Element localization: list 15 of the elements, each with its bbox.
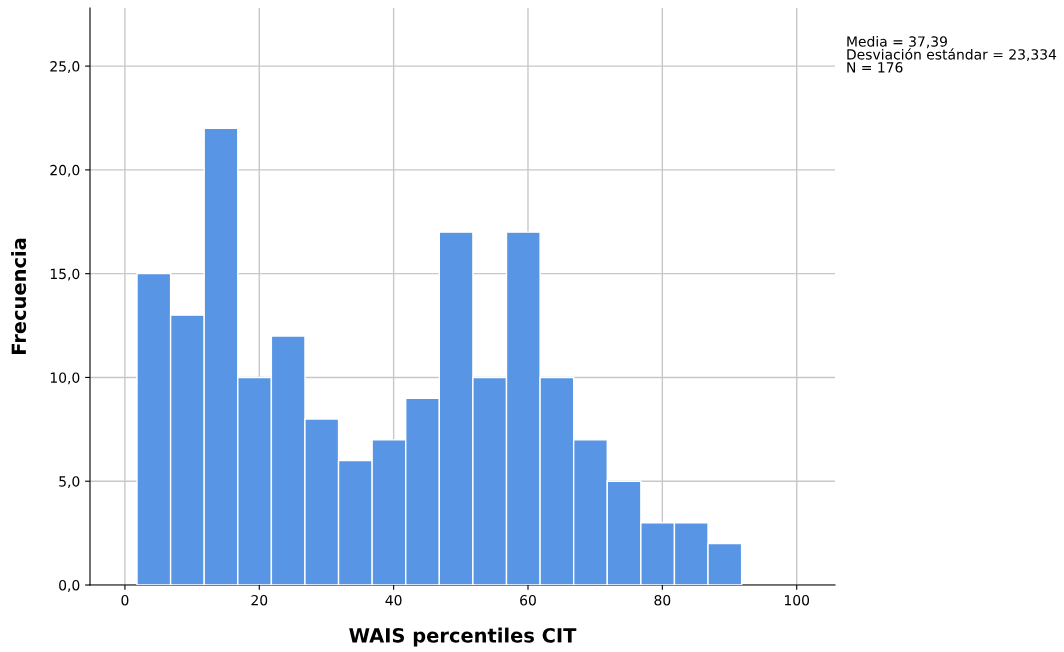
x-tick-label: 20 <box>251 594 268 606</box>
x-tick-label: 0 <box>121 594 129 606</box>
y-tick-label: 15,0 <box>50 268 80 281</box>
x-tick-label: 40 <box>385 594 402 606</box>
x-tick-label: 80 <box>654 594 671 606</box>
y-tick-label: 20,0 <box>50 164 80 177</box>
y-axis-title: Frecuencia <box>11 238 27 354</box>
x-tick-label: 60 <box>520 594 536 606</box>
y-tick-label: 10,0 <box>50 372 80 385</box>
x-tick-label: 100 <box>784 594 810 606</box>
y-tick-label: 25,0 <box>50 61 80 74</box>
y-tick-label: 0,0 <box>59 579 80 592</box>
text: Media = 37,39 Desviación estándar = 23,334 N = 176 <box>847 36 1057 73</box>
y-tick-label: 5,0 <box>59 476 80 489</box>
x-axis-title: WAIS percentiles CIT <box>349 627 577 647</box>
